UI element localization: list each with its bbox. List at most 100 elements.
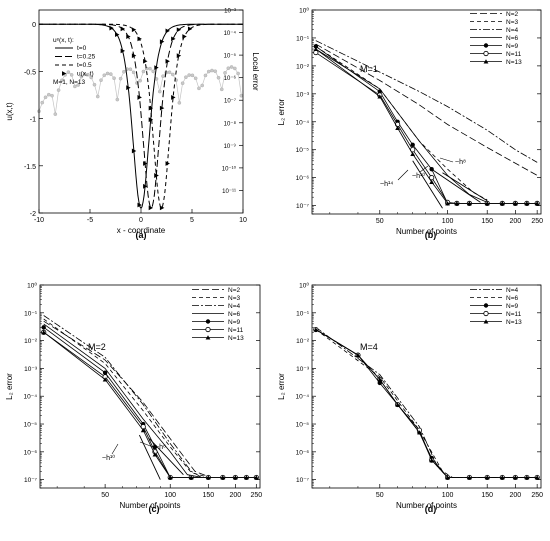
series-line-n9 [43, 326, 257, 478]
series-line-n4 [315, 40, 538, 163]
y-tick-label: 10⁻⁴ [296, 394, 310, 401]
x-tick-label: 250 [250, 492, 262, 499]
series-point-n13 [524, 475, 530, 480]
legend-label: t=0.25 [77, 54, 96, 61]
numerical-point [131, 53, 137, 59]
x-tick-label: 250 [531, 218, 543, 225]
local-error-point [128, 67, 133, 72]
legend-label: N=6 [228, 311, 240, 318]
slope-arrow [419, 165, 429, 173]
x-tick-label: 200 [510, 492, 522, 499]
legend-label: N=4 [228, 303, 240, 310]
slope-label: ~h¹⁰ [102, 454, 115, 462]
legend-marker [205, 319, 211, 324]
legend-marker [483, 319, 489, 324]
y-tick-label: 10⁰ [299, 7, 309, 15]
numerical-point [187, 26, 193, 32]
numerical-point [126, 34, 131, 39]
x-tick-label: 0 [139, 217, 143, 224]
y-axis-label: L₂ error [277, 98, 286, 125]
local-error-point [109, 72, 113, 76]
local-error-point [171, 72, 175, 77]
x-tick-label: -10 [34, 217, 44, 224]
series-point-n13 [429, 457, 435, 463]
series-point-n13 [220, 475, 226, 480]
local-error-point [122, 69, 126, 74]
y-tick-label: 10⁻⁴ [296, 119, 310, 126]
panel-d: 10⁰ 10⁻¹ 10⁻² 10⁻³ 10⁻⁴ 10⁻⁵ 10⁻⁶ 10⁻⁷ 50 100 150 2… [277, 282, 543, 515]
y2-tick-label: 10⁻¹¹ [222, 189, 236, 195]
x-tick-label: 5 [190, 217, 194, 224]
series-point-n9 [313, 44, 319, 49]
y-tick-label: 10⁻⁷ [24, 477, 38, 484]
x-tick-label: 250 [531, 492, 543, 499]
local-error-point [184, 75, 188, 80]
series-point-n13 [445, 475, 450, 480]
local-error-point [190, 73, 195, 78]
local-error-point [151, 69, 156, 74]
numerical-point [148, 105, 154, 111]
legend-label: N=11 [506, 311, 522, 318]
plot-frame [311, 9, 542, 215]
legend-marker [205, 326, 211, 333]
series-point-n13 [512, 201, 518, 206]
series-line-n2 [315, 43, 538, 176]
panel-annotation: M=2 [88, 342, 106, 352]
numerical-point [120, 26, 126, 32]
series-point-n13 [395, 402, 401, 407]
local-error-point [229, 65, 234, 69]
series-point-n9 [102, 370, 108, 375]
slope-arrow [439, 157, 454, 163]
y2-tick-label: 10⁻¹⁰ [222, 165, 237, 172]
y-tick-label: 10⁻¹ [24, 310, 38, 317]
y2-tick-label: 10⁻⁹ [224, 143, 237, 150]
series-point-n13 [466, 475, 472, 480]
y2-axis-label: Local error [251, 52, 260, 91]
local-error-point [216, 75, 221, 80]
series-point-n9 [41, 325, 46, 330]
y-tick-label: 10⁻² [296, 338, 310, 345]
numerical-point [148, 205, 154, 211]
y-axis-label: u(x,t) [5, 102, 14, 121]
series-point-n13 [253, 475, 259, 480]
slope-label: ~h¹⁴ [380, 181, 393, 188]
local-error-point [53, 112, 58, 116]
legend-label: N=4 [506, 287, 518, 294]
local-error-point [203, 73, 208, 78]
local-error-point [66, 70, 71, 74]
numerical-point [182, 34, 187, 39]
slope-arrow [397, 169, 409, 181]
legend-label: N=11 [506, 51, 522, 58]
slope-guide [442, 172, 488, 202]
legend-marker [483, 43, 489, 48]
series-point-n13 [499, 201, 505, 206]
series-point-n13 [395, 125, 401, 130]
y2-tick-label: 10⁻⁶ [224, 75, 237, 82]
series-line-n11 [43, 331, 257, 478]
local-error-point [141, 69, 146, 74]
local-error-point [200, 83, 204, 88]
numerical-point [137, 202, 142, 208]
legend-label: N=2 [228, 287, 240, 294]
local-error-point [56, 88, 61, 92]
y-tick-label: 10⁻⁵ [296, 422, 310, 429]
local-error-point [99, 78, 103, 82]
numerical-point [154, 173, 159, 178]
x-tick-label: 100 [442, 218, 454, 225]
local-error-point [115, 97, 120, 102]
legend-label: N=2 [506, 11, 518, 18]
y-tick-label: 10⁻¹ [296, 35, 310, 42]
y-tick-label: 10⁻⁶ [24, 449, 38, 456]
legend-title: uᵉ(x, t): [53, 37, 74, 44]
numerical-point [159, 105, 165, 111]
local-error-point [102, 73, 107, 78]
numerical-point [148, 117, 154, 123]
local-error-point [157, 89, 162, 94]
legend-marker [205, 335, 211, 340]
plot-frame [39, 284, 261, 489]
legend-label: N=6 [506, 35, 518, 42]
series-point-n13 [417, 430, 422, 435]
x-axis-label: Number of points [396, 501, 457, 510]
legend-label: N=13 [506, 59, 522, 66]
series-point-n13 [355, 352, 361, 358]
